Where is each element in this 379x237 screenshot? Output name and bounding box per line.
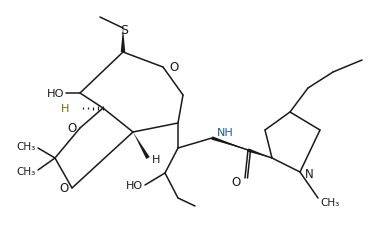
Text: S: S <box>120 23 128 36</box>
Polygon shape <box>121 28 125 52</box>
Polygon shape <box>133 132 150 159</box>
Polygon shape <box>211 136 248 150</box>
Text: CH₃: CH₃ <box>17 142 36 152</box>
Text: HO: HO <box>47 89 64 99</box>
Text: O: O <box>232 177 241 190</box>
Polygon shape <box>247 148 272 158</box>
Text: O: O <box>169 60 178 73</box>
Text: HO: HO <box>126 181 143 191</box>
Text: H: H <box>152 155 160 165</box>
Text: O: O <box>68 122 77 135</box>
Text: CH₃: CH₃ <box>320 198 339 208</box>
Text: H: H <box>61 104 69 114</box>
Text: NH: NH <box>217 128 234 138</box>
Text: CH₃: CH₃ <box>17 167 36 177</box>
Text: N: N <box>305 168 314 181</box>
Text: O: O <box>60 182 69 195</box>
